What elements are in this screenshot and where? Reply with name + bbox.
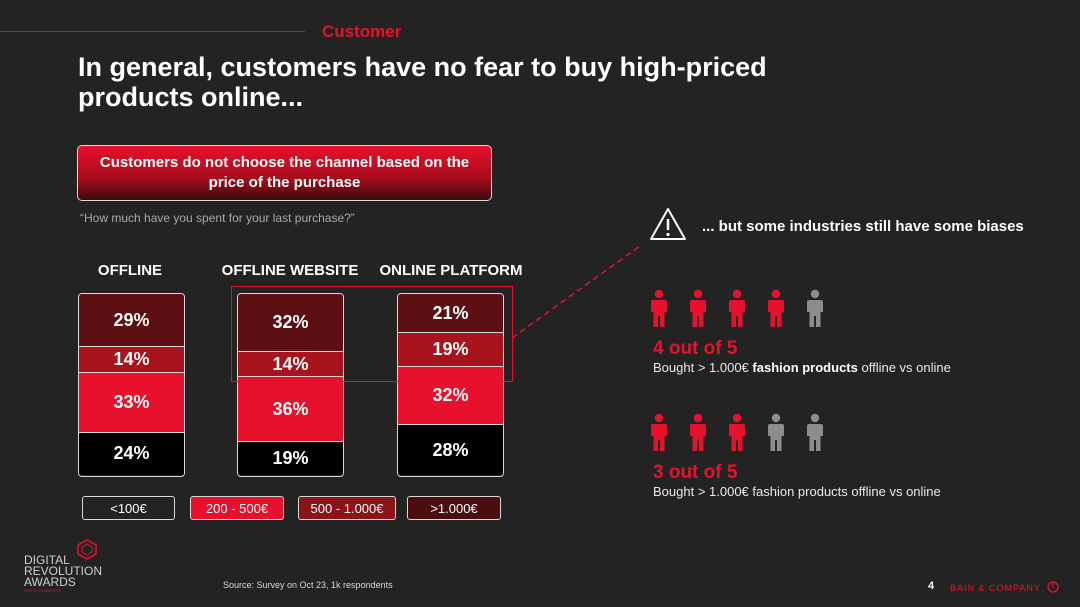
bar-segment: 32% <box>398 366 503 425</box>
data-label: 32% <box>272 312 309 333</box>
column-label-3: ONLINE PLATFORM <box>379 262 523 279</box>
data-label: 36% <box>272 398 309 419</box>
logo-line-3: AWARDS <box>24 575 76 589</box>
legend-item: 500 - 1.000€ <box>298 496 396 520</box>
stat-desc-pre: Bought > 1.000€ <box>653 360 753 375</box>
data-label: 14% <box>113 349 150 370</box>
section-label: Customer <box>322 22 402 41</box>
key-message-callout: Customers do not choose the channel base… <box>77 145 492 201</box>
person-icon <box>688 289 708 329</box>
page-number: 4 <box>928 580 935 592</box>
legend-item: 200 - 500€ <box>190 496 284 520</box>
person-icon <box>805 413 825 453</box>
stacked-bar-2: 32% 14% 36% 19% <box>237 293 344 477</box>
person-icon <box>766 289 786 329</box>
bar-segment: 33% <box>79 371 184 432</box>
title-line-2: products online... <box>78 82 304 112</box>
highlight-box <box>231 286 513 382</box>
brand-name: BAIN & COMPANY <box>950 581 1059 593</box>
bar-segment: 14% <box>79 346 184 372</box>
data-label: 29% <box>113 309 150 330</box>
person-icon <box>688 413 708 453</box>
data-label: 28% <box>432 439 469 460</box>
stat-desc-post: offline vs online <box>857 360 951 375</box>
title-line-1: In general, customers have no fear to bu… <box>78 52 767 82</box>
data-label: 19% <box>432 339 469 360</box>
legend-item: >1.000€ <box>407 496 501 520</box>
data-label: 32% <box>432 385 469 406</box>
data-label: 21% <box>432 302 469 323</box>
person-icon <box>805 289 825 329</box>
stat-desc-pre: Bought > 1.000€ fashion products offline… <box>653 484 941 499</box>
page-title: In general, customers have no fear to bu… <box>78 52 838 112</box>
stat-value: 4 out of 5 <box>653 338 738 359</box>
bar-segment: 36% <box>238 376 343 441</box>
stat-desc-bold: fashion products <box>752 360 858 375</box>
legend-item: <100€ <box>82 496 175 520</box>
logo-line-2: REVOLUTION <box>24 564 103 578</box>
bias-headline: ... but some industries still have some … <box>702 218 1024 235</box>
logo-line-1: DIGITAL <box>24 553 70 567</box>
bar-segment: 32% <box>238 294 343 352</box>
person-icon <box>766 413 786 453</box>
awards-logo-sub: FOR E-COMMERCE <box>24 588 62 593</box>
callout-line-1: Customers do not choose the channel base… <box>99 154 470 171</box>
data-label: 14% <box>272 353 309 374</box>
stacked-bar-3: 21% 19% 32% 28% <box>397 293 504 477</box>
bar-segment: 19% <box>398 332 503 367</box>
bar-segment: 24% <box>79 431 184 475</box>
bar-segment: 29% <box>79 294 184 347</box>
column-label-2: OFFLINE WEBSITE <box>221 262 359 279</box>
stacked-bar-1: 29% 14% 33% 24% <box>78 293 185 477</box>
stat-description: Bought > 1.000€ fashion products offline… <box>653 484 941 499</box>
data-label: 19% <box>272 447 309 468</box>
bar-segment: 19% <box>238 440 343 475</box>
brand-mark-icon <box>1047 581 1059 593</box>
warning-triangle-icon <box>650 208 686 240</box>
stat-value: 3 out of 5 <box>653 462 738 483</box>
column-label-1: OFFLINE <box>97 262 163 279</box>
person-icon <box>727 413 747 453</box>
bar-segment: 21% <box>398 294 503 332</box>
callout-line-2: price of the purchase <box>208 174 361 191</box>
bar-segment: 14% <box>238 351 343 377</box>
person-icon <box>649 289 669 329</box>
data-label: 33% <box>113 391 150 412</box>
connector-line <box>511 245 641 339</box>
awards-logo-icon <box>77 539 97 560</box>
person-icon <box>649 413 669 453</box>
brand-label: BAIN & COMPANY <box>950 583 1041 593</box>
bar-segment: 28% <box>398 424 503 475</box>
awards-logo-text: DIGITAL REVOLUTION AWARDS <box>24 553 103 589</box>
survey-question: “How much have you spent for your last p… <box>80 211 355 225</box>
person-icon <box>727 289 747 329</box>
section-divider <box>0 31 305 32</box>
stat-description: Bought > 1.000€ fashion products offline… <box>653 360 951 375</box>
data-label: 24% <box>113 443 150 464</box>
source-note: Source: Survey on Oct 23, 1k respondents <box>223 580 393 590</box>
